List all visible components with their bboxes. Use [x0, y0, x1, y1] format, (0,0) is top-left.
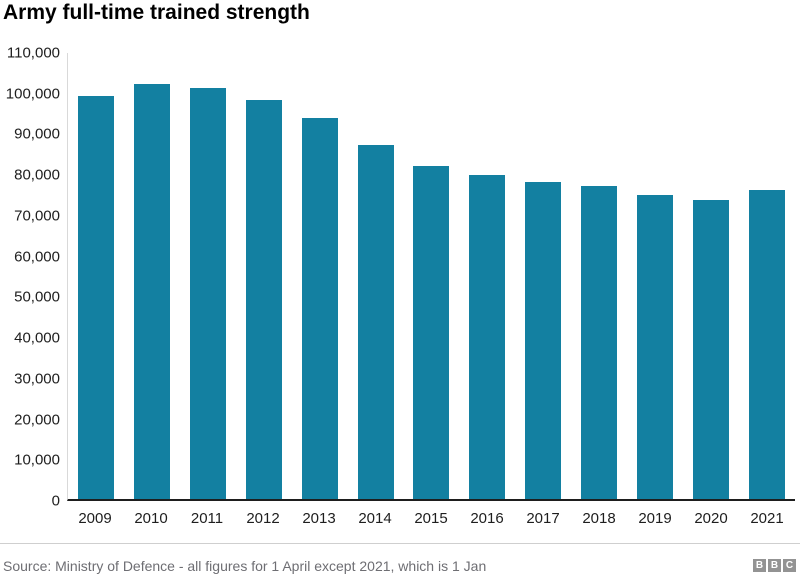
y-tick-label: 20,000	[14, 411, 60, 429]
bbc-logo-block: C	[783, 559, 796, 572]
bar-2017	[525, 181, 562, 499]
x-tick-label: 2014	[358, 510, 392, 527]
y-tick-label: 30,000	[14, 370, 60, 388]
x-tick-label: 2016	[470, 510, 504, 527]
bar-2011	[189, 87, 226, 499]
y-tick-label: 10,000	[14, 451, 60, 469]
x-tick-label: 2018	[582, 510, 616, 527]
chart-title: Army full-time trained strength	[3, 1, 310, 24]
bar-2014	[357, 145, 394, 499]
bar-2020	[693, 200, 730, 499]
x-tick-label: 2012	[246, 510, 280, 527]
footer: Source: Ministry of Defence - all figure…	[0, 543, 800, 581]
x-tick-label: 2013	[302, 510, 336, 527]
y-tick-label: 70,000	[14, 207, 60, 225]
y-axis: 0 10,000 20,000 30,000 40,000 50,000 60,000 70,…	[0, 46, 60, 509]
plot-area	[67, 53, 795, 501]
bar-2018	[581, 186, 618, 499]
source-note: Source: Ministry of Defence - all figure…	[3, 557, 487, 574]
bar-2021	[749, 189, 786, 499]
y-tick-label: 50,000	[14, 288, 60, 306]
x-axis-labels: 2009 2010 2011 2012 2013 2014 2015 2016 2017 2018…	[67, 510, 795, 528]
x-tick-label: 2021	[750, 510, 784, 527]
y-tick-label: 90,000	[14, 125, 60, 143]
bar-2019	[637, 194, 674, 499]
y-tick-label: 40,000	[14, 329, 60, 347]
bar-2013	[301, 117, 338, 499]
bar-2010	[133, 84, 170, 499]
x-tick-label: 2009	[78, 510, 112, 527]
bbc-logo-block: B	[753, 559, 766, 572]
y-tick-label: 0	[51, 492, 60, 510]
y-tick-label: 80,000	[14, 166, 60, 184]
x-tick-label: 2011	[190, 510, 224, 527]
bar-2012	[245, 100, 282, 499]
x-tick-label: 2017	[526, 510, 560, 527]
x-tick-label: 2015	[414, 510, 448, 527]
y-tick-label: 100,000	[5, 85, 60, 103]
x-tick-label: 2019	[638, 510, 672, 527]
x-tick-label: 2010	[134, 510, 168, 527]
y-tick-label: 60,000	[14, 248, 60, 266]
x-tick-label: 2020	[694, 510, 728, 527]
bar-2016	[469, 175, 506, 499]
bar-2009	[77, 96, 114, 499]
y-tick-label: 110,000	[6, 44, 60, 62]
bar-2015	[413, 165, 450, 499]
bbc-logo-block: B	[768, 559, 781, 572]
